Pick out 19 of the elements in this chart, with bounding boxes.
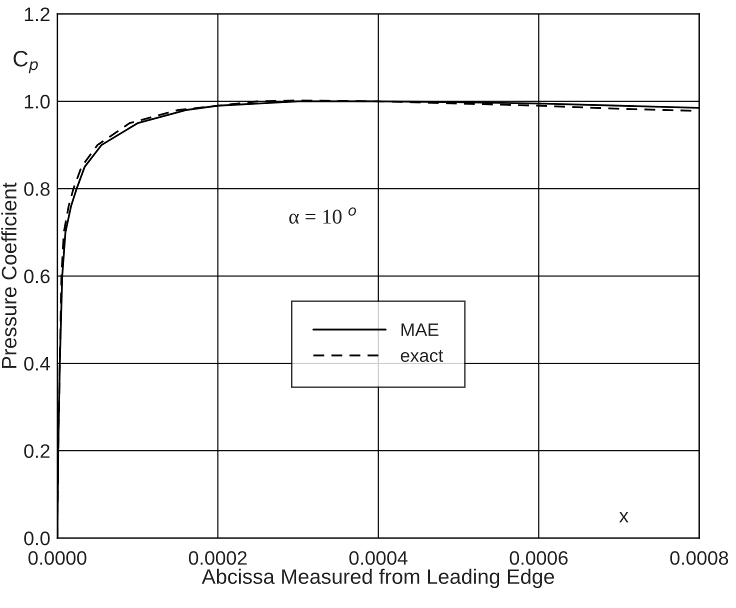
legend-label: MAE xyxy=(402,323,438,336)
x-axis-title: Abcissa Measured from Leading Edge xyxy=(202,568,554,588)
x-tick-label: 0.0008 xyxy=(670,551,728,565)
x-tick-label: 0.0000 xyxy=(28,551,86,565)
x-tick-label: 0.0002 xyxy=(188,551,247,565)
y-tick-label: 0.8 xyxy=(24,182,50,196)
annotation: x xyxy=(619,512,628,522)
y-tick-label: 0.0 xyxy=(24,532,50,546)
text: C$_{p}$ xyxy=(14,50,38,74)
y-tick-label: 1.2 xyxy=(24,7,50,22)
annotation: α = 10 $^{o}$ xyxy=(289,207,356,224)
x-tick-label: 0.0006 xyxy=(510,551,568,565)
y-tick-label: 0.6 xyxy=(24,270,50,284)
y-tick-label: 0.4 xyxy=(24,356,50,371)
legend-label: exact xyxy=(400,350,444,362)
y-tick-label: 1.0 xyxy=(24,94,50,109)
y-tick-label: 0.2 xyxy=(24,444,50,458)
y-axis-title: Pressure Coefficient xyxy=(1,182,17,368)
x-tick-label: 0.0004 xyxy=(349,551,408,565)
